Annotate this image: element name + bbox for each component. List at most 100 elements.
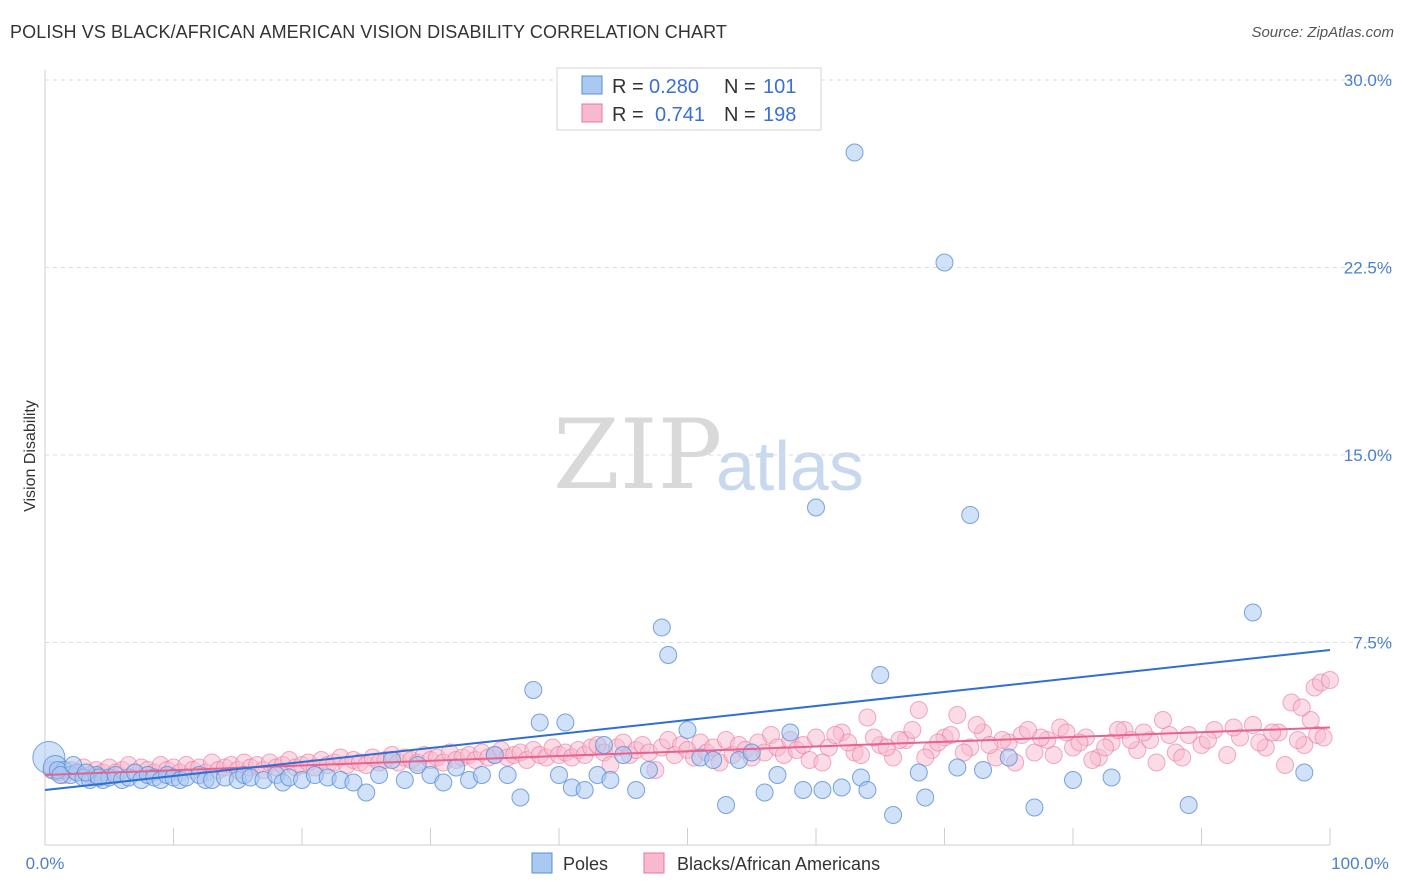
data-point-black: [909, 701, 928, 719]
data-point-poles: [524, 681, 543, 699]
legend-bottom-poles-swatch: [531, 852, 553, 874]
x-tick-label-max: 100.0%: [1331, 854, 1389, 873]
data-point-black: [1314, 728, 1333, 747]
data-point-poles: [627, 781, 646, 799]
data-point-poles: [575, 781, 594, 799]
data-point-poles: [755, 783, 774, 802]
trendlines: [44, 649, 1331, 791]
data-point-poles: [594, 736, 613, 754]
data-point-poles: [550, 766, 568, 784]
data-point-black: [864, 728, 883, 747]
legend-poles-n-label: N =: [724, 76, 756, 98]
data-point-poles: [652, 618, 671, 637]
legend-poles-swatch: [581, 75, 603, 95]
data-point-poles: [807, 498, 825, 517]
data-point-black: [1224, 718, 1243, 737]
data-point-poles: [768, 766, 787, 784]
x-tick-label-min: 0.0%: [26, 854, 65, 873]
data-point-poles: [781, 723, 800, 742]
data-point-poles: [498, 766, 517, 784]
legend-black-n-label: N =: [724, 104, 756, 126]
data-point-poles: [659, 646, 678, 664]
data-point-black: [1083, 751, 1102, 769]
y-axis-label: Vision Disability: [22, 400, 39, 512]
data-point-poles: [974, 761, 993, 779]
data-point-poles: [742, 743, 761, 762]
data-point-black: [903, 721, 922, 739]
data-point-poles: [1179, 796, 1198, 814]
trendline-poles: [44, 649, 1331, 791]
data-point-black: [1096, 738, 1115, 757]
data-point-poles: [909, 763, 928, 782]
chart-title: POLISH VS BLACK/AFRICAN AMERICAN VISION …: [10, 22, 727, 42]
data-point-poles: [601, 771, 620, 789]
data-point-poles: [1102, 768, 1121, 787]
data-point-black: [1292, 698, 1311, 717]
data-point-poles: [511, 788, 530, 807]
legend-black-swatch: [581, 103, 603, 123]
y-tick-label: 7.5%: [1353, 634, 1392, 653]
data-point-black: [858, 708, 877, 727]
data-point-poles: [858, 781, 877, 799]
legend-poles-n-value: 101: [763, 76, 796, 98]
data-point-black: [1198, 731, 1217, 749]
data-point-poles: [884, 806, 903, 824]
watermark-atlas: atlas: [716, 427, 864, 505]
data-point-poles: [871, 666, 890, 684]
data-point-black: [1147, 753, 1166, 772]
data-point-poles: [447, 758, 466, 777]
data-point-poles: [678, 721, 697, 739]
data-point-poles: [344, 773, 363, 792]
data-point-black: [1276, 756, 1295, 774]
legend-bottom-black-label: Blacks/African Americans: [677, 854, 880, 874]
data-point-poles: [485, 746, 504, 764]
data-point-poles: [794, 781, 813, 799]
data-point-poles: [832, 778, 851, 797]
legend-black-r-value: 0.741: [655, 104, 705, 126]
data-point-black: [1153, 711, 1172, 729]
legend-black-n-value: 198: [763, 104, 796, 126]
data-point-black: [1160, 726, 1179, 744]
legend-bottom: Poles Blacks/African Americans: [531, 852, 880, 874]
data-point-poles: [472, 766, 491, 784]
data-point-black: [1070, 733, 1089, 752]
data-point-black: [948, 706, 967, 724]
data-point-black: [826, 726, 845, 744]
source-label: Source: ZipAtlas.com: [1251, 24, 1394, 41]
data-point-black: [954, 743, 973, 762]
data-point-black: [1025, 743, 1044, 762]
data-point-poles: [530, 713, 549, 732]
data-point-black: [916, 748, 935, 767]
data-point-black: [1044, 746, 1063, 764]
legend-top: R = 0.280 N = 101 R = 0.741 N = 198: [556, 67, 822, 131]
data-point-black: [813, 753, 832, 772]
data-point-black: [1019, 721, 1038, 739]
y-axis-tick-labels: 7.5% 15.0% 22.5% 30.0%: [1344, 71, 1392, 653]
data-point-poles: [434, 773, 453, 792]
data-point-poles: [1025, 798, 1044, 817]
data-point-poles: [717, 796, 736, 814]
y-tick-label: 15.0%: [1344, 446, 1392, 465]
data-point-black: [967, 716, 986, 734]
data-point-poles: [935, 253, 954, 272]
data-point-black: [1218, 746, 1237, 764]
legend-black-r-label: R =: [612, 104, 644, 126]
data-point-poles: [704, 751, 723, 769]
data-point-poles: [614, 746, 633, 764]
data-point-poles: [999, 748, 1018, 767]
data-point-black: [851, 746, 870, 764]
x-axis-ticks: [44, 828, 1331, 845]
y-tick-label: 22.5%: [1344, 259, 1392, 278]
y-tick-label: 30.0%: [1344, 71, 1392, 90]
legend-bottom-black-swatch: [643, 852, 665, 874]
data-point-black: [1250, 733, 1269, 752]
data-point-poles: [1295, 763, 1314, 782]
data-point-poles: [556, 713, 575, 732]
legend-bottom-poles-label: Poles: [563, 854, 608, 874]
data-point-poles: [845, 143, 864, 162]
data-point-black: [1321, 671, 1339, 689]
data-point-poles: [813, 781, 832, 799]
data-point-poles: [370, 766, 389, 784]
legend-poles-r-label: R =: [612, 76, 644, 98]
